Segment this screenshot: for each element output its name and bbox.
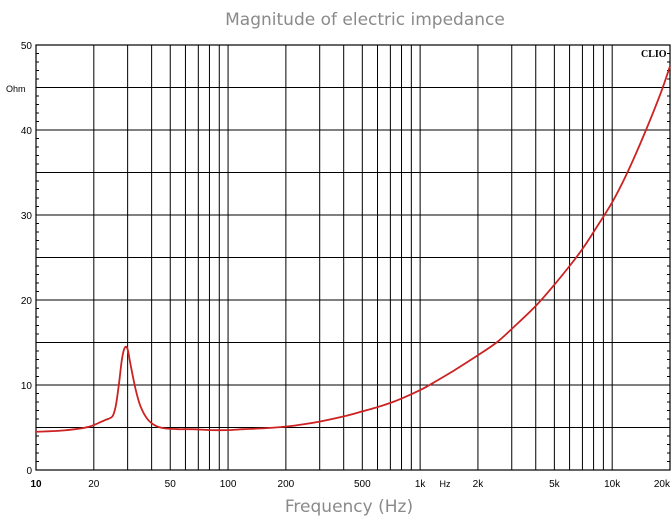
y-tick-label: 50 (21, 41, 33, 52)
y-tick-label: 0 (26, 466, 32, 477)
x-tick-labels: 10 20 50 100 200 500 1k 2k 5k 10k 20k (30, 479, 671, 490)
x-unit-label: Hz (440, 479, 451, 489)
x-tick-label: 50 (165, 479, 177, 490)
y-tick-label: 20 (21, 296, 33, 307)
impedance-curve (35, 65, 671, 433)
x-tick-label: 500 (354, 479, 371, 490)
x-tick-label: 10k (604, 479, 621, 490)
grid (36, 45, 670, 470)
x-tick-label: 10 (30, 479, 42, 490)
x-axis-label: Frequency (Hz) (285, 497, 413, 517)
y-tick-label: 40 (21, 126, 33, 137)
clio-brand: CLIO (641, 49, 667, 60)
x-tick-label: 200 (278, 479, 295, 490)
y-unit-label: Ohm (6, 84, 26, 94)
y-tick-label: 10 (21, 381, 33, 392)
y-tick-label: 30 (21, 211, 33, 222)
chart-title: Magnitude of electric impedance (225, 10, 505, 30)
x-tick-label: 100 (220, 479, 237, 490)
x-tick-label: 5k (549, 479, 561, 490)
plot-frame (35, 44, 671, 471)
y-tick-labels: 0 10 20 30 40 50 (21, 41, 33, 477)
x-tick-label: 2k (473, 479, 485, 490)
x-tick-label: 20k (654, 479, 671, 490)
x-tick-label: 20 (88, 479, 100, 490)
curve-layer (35, 65, 671, 433)
x-tick-label: 1k (415, 479, 427, 490)
